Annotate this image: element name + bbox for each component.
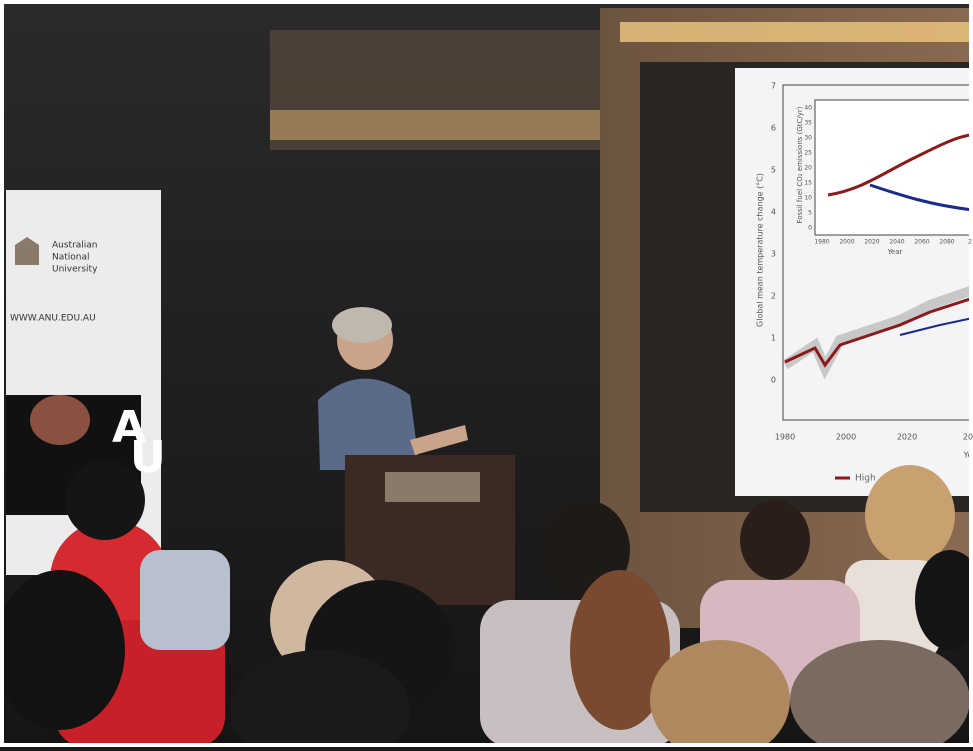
audience-body: [845, 560, 940, 660]
inset-x-tick-label: 1980: [814, 239, 829, 246]
inset-x-tick-label: 2080: [939, 239, 954, 246]
x-tick-label: 20: [963, 433, 973, 442]
x-tick-label: 2020: [897, 433, 917, 442]
y-tick-label: 3: [771, 250, 776, 259]
inset-x-label: Year: [887, 248, 903, 256]
ceiling-light: [620, 22, 973, 42]
audience-head: [0, 570, 125, 730]
podium-sign: [385, 472, 480, 502]
main-axes: [782, 84, 973, 421]
audience-head: [650, 640, 790, 751]
inset-x-tick-label: 21: [968, 239, 973, 246]
y-tick-label: 7: [771, 82, 776, 91]
banner-letter: A: [112, 402, 146, 453]
audience-head: [230, 650, 410, 751]
inset-y-tick-label: 35: [804, 120, 812, 127]
inset-y-tick-label: 30: [804, 135, 812, 142]
inset-y-tick-label: 20: [804, 165, 812, 172]
audience-head: [790, 640, 970, 751]
inset-x-tick-label: 2020: [864, 239, 879, 246]
inset-curve-low: [869, 183, 973, 212]
logo-line: Australian: [52, 241, 98, 251]
x-tick-label: 1980: [775, 433, 795, 442]
logo-line: National: [52, 253, 90, 263]
speaker-hair: [332, 307, 392, 343]
light-strip: [270, 110, 600, 140]
inset-y-tick-label: 10: [804, 195, 812, 202]
inset-y-label: Fossil fuel CO₂ emissions (GtC/yr): [796, 106, 804, 223]
speaker-shirt: [318, 378, 420, 470]
inset-x-tick-label: 2060: [914, 239, 929, 246]
main-curve-low: [899, 317, 973, 336]
audience-body: [140, 550, 230, 650]
x-tick-label: 2000: [836, 433, 856, 442]
banner-face: [30, 395, 90, 445]
audience-head: [740, 500, 810, 580]
audience-head: [570, 570, 670, 730]
audience-head: [915, 550, 973, 650]
x-label: Ye: [963, 451, 973, 460]
y-tick-label: 4: [771, 208, 776, 217]
inset-y-tick-label: 15: [804, 180, 812, 187]
inset-x-tick-label: 2040: [889, 239, 904, 246]
y-tick-label: 0: [771, 376, 776, 385]
speaker-arm: [410, 425, 468, 455]
crest: [15, 237, 39, 265]
inset-curve-high: [827, 133, 973, 197]
audience-head: [865, 465, 955, 565]
banner-letter: U: [130, 432, 166, 483]
inset-y-tick-label: 40: [804, 105, 812, 112]
audience-head: [65, 460, 145, 540]
y-tick-label: 2: [771, 292, 776, 301]
inset-y-tick-label: 0: [808, 225, 812, 232]
y-tick-label: 6: [771, 124, 776, 133]
y-label: Global mean temperature change (°C): [756, 173, 765, 327]
y-tick-label: 1: [771, 334, 776, 343]
main-curve-high: [784, 296, 973, 368]
banner-url: WWW.ANU.EDU.AU: [10, 314, 96, 324]
inset-x-tick-label: 2000: [839, 239, 854, 246]
inset-y-tick-label: 25: [804, 150, 812, 157]
inset-y-tick-label: 5: [808, 210, 812, 217]
audience: [0, 460, 973, 751]
logo-line: University: [52, 265, 98, 275]
y-tick-label: 5: [771, 166, 776, 175]
